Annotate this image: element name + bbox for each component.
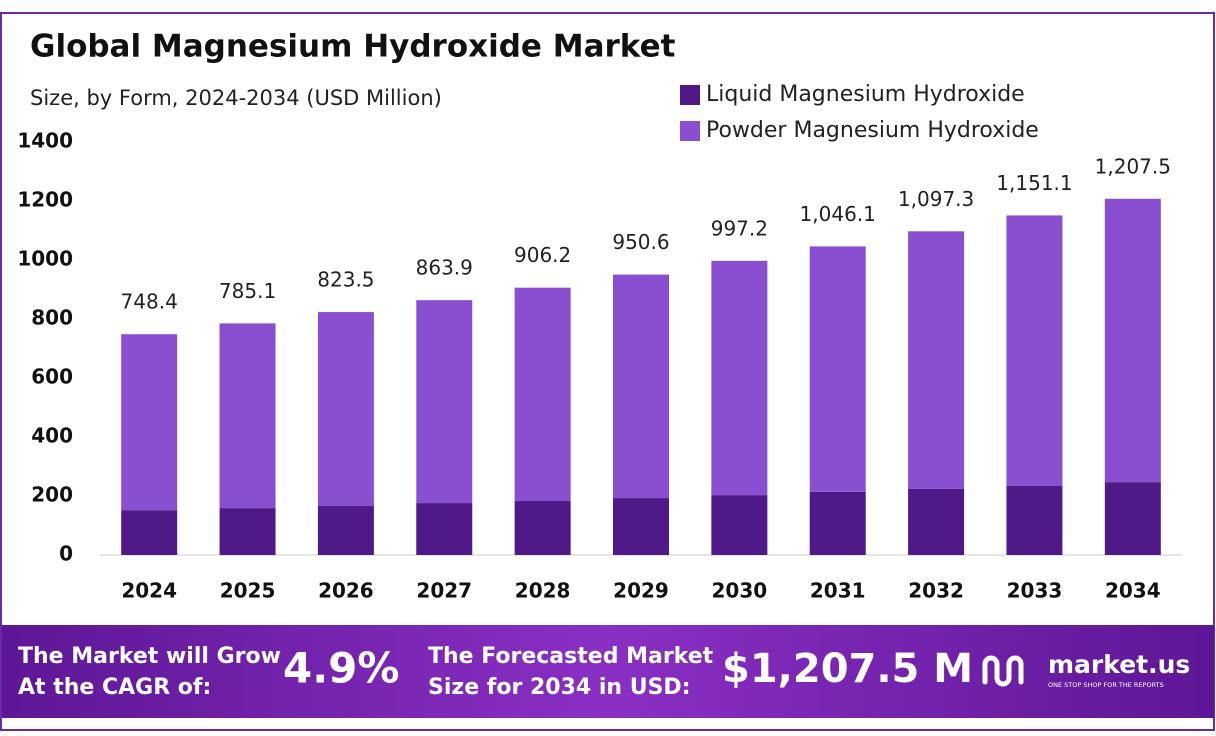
chart-title: Global Magnesium Hydroxide Market <box>30 29 676 65</box>
bar-segment <box>613 274 669 499</box>
bar-segment <box>1104 198 1161 483</box>
bar-segment <box>908 488 965 555</box>
bar-segment <box>317 506 374 555</box>
y-tick-label: 1400 <box>17 129 73 153</box>
footer-value: 4.9% <box>283 644 399 693</box>
y-tick-label: 1200 <box>17 188 73 212</box>
data-label: 1,207.5 <box>1095 154 1171 178</box>
bar-segment <box>121 334 178 511</box>
data-label: 785.1 <box>219 279 276 303</box>
brand-logo <box>982 655 1024 687</box>
x-tick-label: 2031 <box>810 579 866 603</box>
bar-segment <box>416 503 473 555</box>
footer-band <box>2 625 1214 718</box>
y-tick-label: 600 <box>31 365 73 389</box>
x-tick-label: 2024 <box>121 579 177 603</box>
x-tick-label: 2025 <box>220 579 276 603</box>
bar-segment <box>121 510 178 555</box>
footer-text: Size for 2034 in USD: <box>428 675 691 700</box>
brand-tagline: ONE STOP SHOP FOR THE REPORTS <box>1048 681 1164 689</box>
bar-segment <box>1104 482 1161 555</box>
y-tick-label: 1000 <box>17 247 73 271</box>
x-tick-label: 2030 <box>712 579 768 603</box>
y-tick-label: 800 <box>31 306 73 330</box>
bar-segment <box>219 508 276 555</box>
x-tick-label: 2032 <box>908 579 964 603</box>
bar-segment <box>711 260 768 496</box>
bar-segment <box>809 246 866 492</box>
data-label: 950.6 <box>612 230 669 254</box>
x-tick-label: 2029 <box>613 579 669 603</box>
legend-label: Liquid Magnesium Hydroxide <box>706 82 1025 107</box>
bar-segment <box>1006 485 1063 555</box>
data-label: 748.4 <box>121 290 178 314</box>
x-tick-label: 2033 <box>1007 579 1063 603</box>
data-label: 1,046.1 <box>800 202 876 226</box>
bar-segment <box>908 231 965 489</box>
plot: 0 200 400 600 800 1000 1200 1400 2024 748.4 2025 78… <box>17 129 1182 603</box>
bar-segment <box>514 501 571 555</box>
footer-text: The Market will Grow <box>18 644 281 669</box>
x-tick-label: 2027 <box>416 579 472 603</box>
chart-subtitle: Size, by Form, 2024-2034 (USD Million) <box>30 86 442 110</box>
footer-text: At the CAGR of: <box>18 675 211 700</box>
bar-segment <box>514 287 571 502</box>
legend-swatch <box>680 121 700 141</box>
footer-text: The Forecasted Market <box>428 644 714 669</box>
legend: Liquid Magnesium Hydroxide Powder Magnesi… <box>680 82 1039 143</box>
data-label: 997.2 <box>711 216 768 240</box>
y-tick-label: 400 <box>31 424 73 448</box>
bar-segment <box>1006 215 1063 486</box>
bar-segment <box>317 312 374 507</box>
x-tick-label: 2028 <box>515 579 571 603</box>
bar-segment <box>613 498 669 555</box>
data-label: 863.9 <box>416 256 473 280</box>
legend-swatch <box>680 85 700 105</box>
data-label: 823.5 <box>317 268 374 292</box>
data-label: 1,097.3 <box>898 187 974 211</box>
legend-label: Powder Magnesium Hydroxide <box>706 118 1039 143</box>
x-tick-label: 2026 <box>318 579 374 603</box>
y-tick-label: 200 <box>31 483 73 507</box>
footer-value: $1,207.5 M <box>722 646 973 692</box>
x-tick-label: 2034 <box>1105 579 1161 603</box>
bar-segment <box>809 491 866 555</box>
data-label: 1,151.1 <box>996 171 1072 195</box>
bar-segment <box>219 323 276 509</box>
data-label: 906.2 <box>514 243 571 267</box>
frame <box>0 12 1215 731</box>
bar-segment <box>416 300 473 504</box>
brand-name: market.us <box>1048 650 1190 679</box>
bar-segment <box>711 495 768 555</box>
y-tick-label: 0 <box>59 542 73 566</box>
